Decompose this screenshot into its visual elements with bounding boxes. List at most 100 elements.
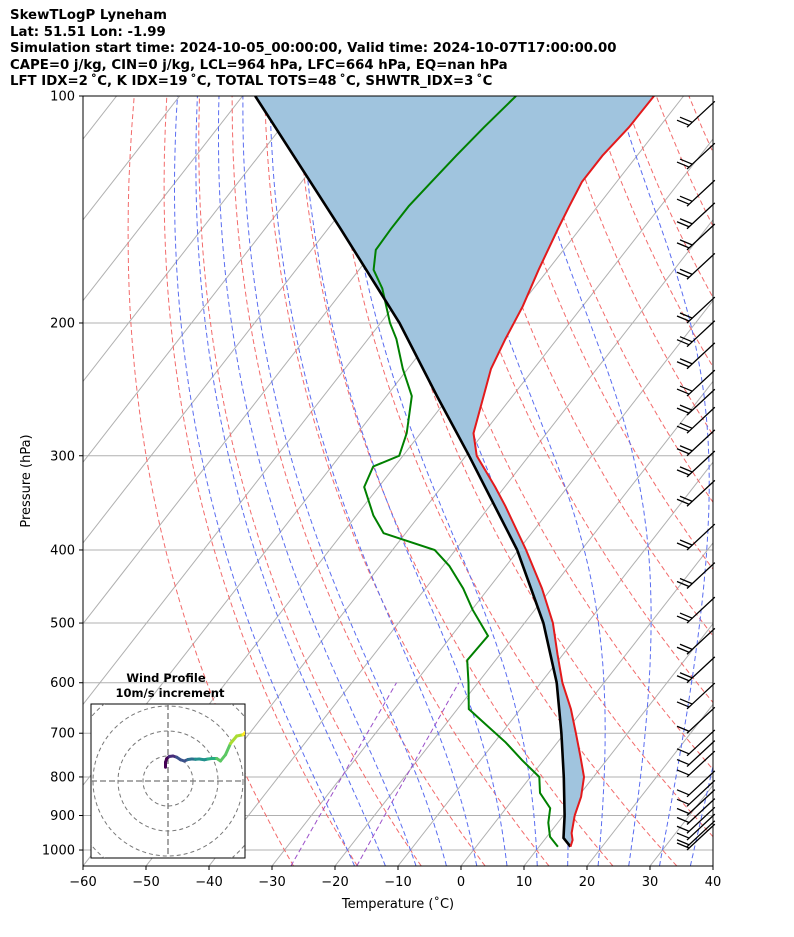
wind-barb-staff [686,779,716,807]
moist-adiabat-line [338,96,538,866]
wind-barb-flag [679,268,693,275]
wind-barb-staff [686,223,716,251]
isotherm-line [208,219,713,866]
y-tick-label: 900 [50,809,75,824]
wind-barb-flag [679,336,693,343]
wind-barb-flag [676,361,690,368]
wind-barb [676,656,716,684]
wind-barb-staff [686,479,716,507]
x-tick-label: −60 [69,875,96,890]
moist-adiabat-line [301,96,508,866]
wind-barb [676,740,716,768]
wind-barb-staff [686,296,716,324]
wind-barb [676,682,716,710]
wind-barb-staff [686,100,716,128]
wind-barb-flag [676,842,690,849]
y-tick-label: 800 [50,770,75,785]
wind-barb [676,820,716,848]
wind-barb-flag [679,422,693,429]
wind-barb-flag [679,116,693,123]
chart-header: SkewTLogP Lyneham Lat: 51.51 Lon: -1.99 … [10,8,617,91]
dry-adiabat-line [754,96,794,866]
hodograph-segment [224,742,232,757]
wind-barb [676,523,716,551]
wind-barb-flag [676,748,690,755]
wind-barb [676,789,716,816]
wind-profile-inset: Wind Profile 10m/s increment [90,671,246,859]
wind-barb-staff [686,596,716,624]
x-tick-label: 20 [579,875,596,890]
wind-barb-flag [679,466,693,473]
wind-barb-flag [676,816,690,824]
wind-barb-flag [679,698,693,705]
moist-adiabat-line [269,96,478,866]
dry-adiabat-line [264,96,550,866]
wind-barb-flag [676,615,690,622]
moist-adiabat-line [616,96,710,866]
y-axis-ticks: 1000 900 800 700 600 500 400 300 200 100 [42,90,83,859]
index-line: LFT IDX=2 ˚C, K IDX=19 ˚C, TOTAL TOTS=48… [10,74,493,90]
wind-barb [676,750,716,778]
isotherm-line [776,96,794,866]
wind-barb-flag [679,385,693,392]
hodograph-segment [241,730,245,737]
wind-barb [676,369,716,397]
x-tick-label: 30 [642,875,659,890]
x-axis-label: Temperature (˚C) [341,896,454,912]
x-tick-label: 0 [457,875,465,890]
wind-barb-flag [676,789,690,796]
isotherm-line [649,784,713,866]
wind-barb [676,798,716,825]
wind-barb-staff [686,750,716,778]
wind-barb-staff [686,523,716,551]
wind-barb-flag [679,495,693,502]
wind-barb [676,320,716,348]
wind-barb-flag [676,407,690,414]
x-axis-ticks: −60 −50 −40 −30 −20 −10 0 10 20 30 40 [69,866,721,890]
hodograph-segment [229,734,239,745]
isotherm-line [334,380,713,866]
wind-barb-flag [676,825,690,832]
wind-barb [676,202,716,230]
wind-barb-flag [676,315,690,322]
dry-adiabat-lines [127,96,794,866]
wind-barb-flag [679,358,693,365]
wind-barb-flag [679,445,693,452]
isotherm-line [83,96,306,383]
wind-barb [676,223,716,251]
wind-barb-flag [676,198,690,205]
inset-subtitle: 10m/s increment [116,686,225,700]
wind-barb [676,429,716,457]
wind-barb-flag [676,758,690,766]
wind-barb [676,142,716,170]
wind-barb-flag [679,239,693,246]
chart-title: SkewTLogP Lyneham [10,8,167,23]
y-axis-label: Pressure (hPa) [19,434,34,527]
wind-barb [676,806,716,834]
y-tick-label: 100 [50,90,75,105]
wind-barb-staff [686,740,716,768]
wind-barb-flag [676,271,690,278]
wind-barb-staff [686,798,716,825]
wind-barb [676,179,716,207]
wind-barb [676,252,716,280]
dry-adiabat-line [329,96,678,866]
dry-adiabat-line [231,96,486,866]
wind-barb-flag [676,580,690,588]
wind-barb-staff [686,823,716,851]
wind-barb-staff [686,627,716,655]
wind-barb [676,100,716,128]
dry-adiabat-line [198,96,422,866]
wind-barb-flag [676,646,690,653]
wind-barb-staff [686,656,716,684]
wind-barb [676,342,716,370]
wind-barb-flag [676,388,690,395]
x-tick-label: −40 [195,875,222,890]
wind-barb-staff [686,388,716,416]
dry-adiabat-line [525,96,713,504]
wind-barb-flag [676,339,690,346]
wind-barb [676,770,716,798]
wind-barb-staff [686,729,716,757]
wind-barb-staff [686,562,716,590]
